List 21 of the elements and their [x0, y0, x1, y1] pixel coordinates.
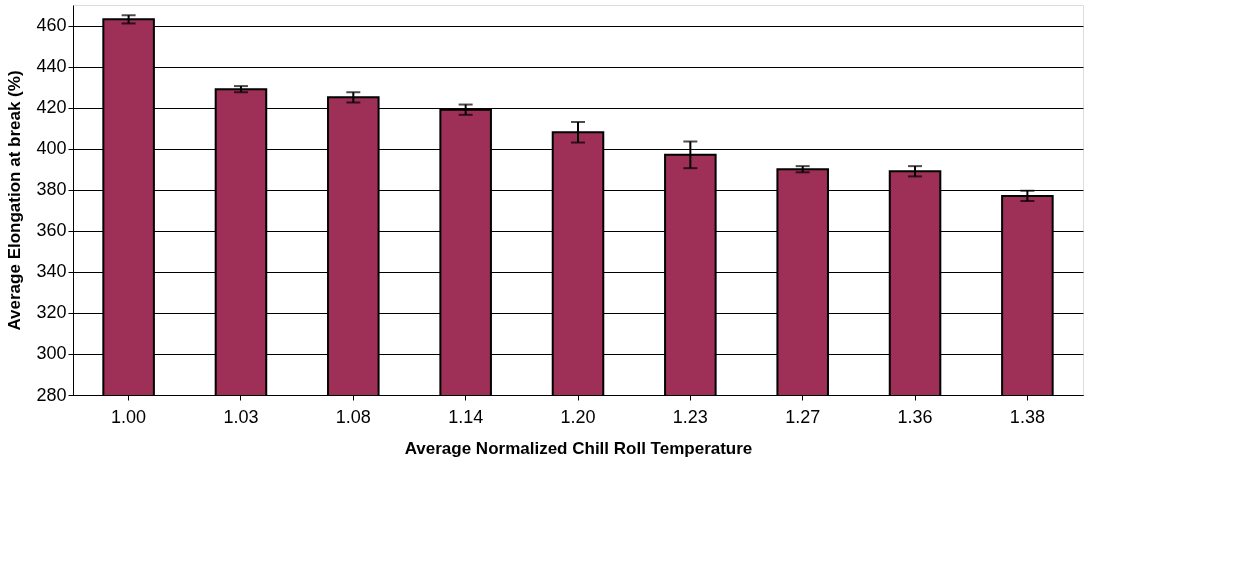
y-tick-label: 340 — [36, 261, 67, 282]
y-axis-title: Average Elongation at break (%) — [5, 70, 25, 331]
x-tick-label: 1.03 — [223, 406, 259, 427]
x-tick-label: 1.00 — [111, 406, 147, 427]
x-axis-title: Average Normalized Chill Roll Temperature — [404, 438, 753, 458]
y-tick-label: 360 — [36, 220, 67, 241]
y-tick-label: 460 — [36, 15, 67, 36]
x-tick-label: 1.08 — [335, 406, 371, 427]
y-tick-label: 280 — [36, 384, 67, 405]
x-tick-label: 1.27 — [785, 406, 821, 427]
y-tick-label: 420 — [36, 97, 67, 118]
y-tick-label: 300 — [36, 343, 67, 364]
x-tick-label: 1.36 — [897, 406, 933, 427]
x-tick-label: 1.38 — [1009, 406, 1045, 427]
x-tick-label: 1.23 — [672, 406, 708, 427]
x-tick-label: 1.14 — [448, 406, 484, 427]
y-tick-label: 440 — [36, 56, 67, 77]
y-tick-label: 380 — [36, 179, 67, 200]
y-tick-label: 400 — [36, 138, 67, 159]
x-tick-label: 1.20 — [560, 406, 596, 427]
y-tick-label: 320 — [36, 302, 67, 323]
